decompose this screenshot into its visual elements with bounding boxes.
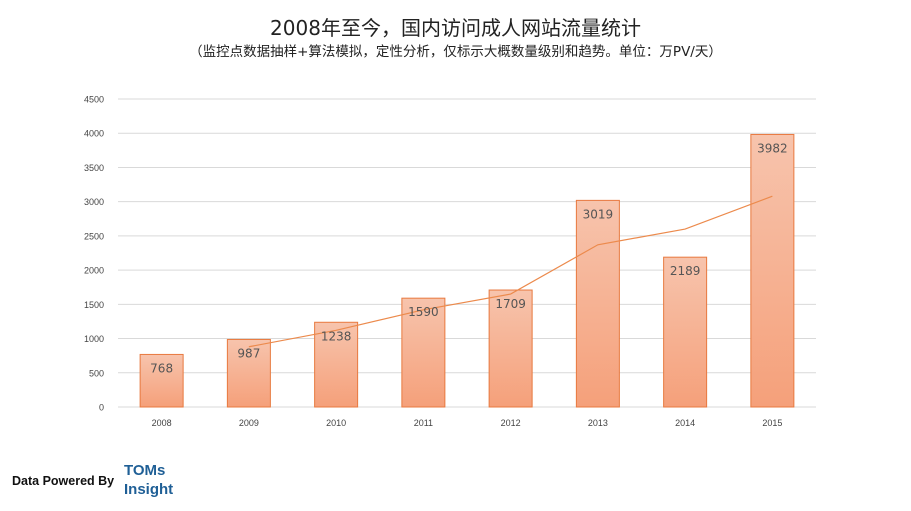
y-tick-label: 3500 [84, 163, 104, 173]
chart-subtitle: （监控点数据抽样+算法模拟，定性分析，仅标示大概数量级别和趋势。单位：万PV/天… [189, 44, 722, 60]
x-tick-label: 2014 [675, 418, 695, 428]
y-tick-label: 1000 [84, 334, 104, 344]
y-tick-label: 4000 [84, 129, 104, 139]
x-tick-labels: 2008 2009 2010 2011 2012 2013 2014 2015 [152, 418, 783, 428]
data-label: 3019 [583, 207, 614, 221]
data-label: 3982 [757, 141, 788, 155]
bar [750, 133, 795, 408]
x-tick-label: 2009 [239, 418, 259, 428]
data-label: 768 [150, 361, 173, 375]
y-tick-label: 2000 [84, 266, 104, 276]
grid-layer [118, 98, 816, 408]
y-tick-label: 2500 [84, 231, 104, 241]
y-tick-label: 1500 [84, 300, 104, 310]
powered-by-label: Data Powered By [12, 474, 115, 488]
x-tick-label: 2015 [762, 418, 782, 428]
y-tick-label: 0 [99, 403, 104, 413]
data-label: 987 [237, 346, 260, 360]
x-tick-label: 2012 [501, 418, 521, 428]
x-tick-label: 2011 [414, 418, 433, 428]
data-label: 1590 [408, 305, 439, 319]
bar [488, 289, 533, 408]
y-tick-label: 4500 [84, 95, 104, 105]
y-tick-label: 3000 [84, 197, 104, 207]
brand-line-2: Insight [124, 481, 174, 498]
bar-chart: 0 500 1000 1500 2000 2500 3000 3500 4000 4500 768… [84, 95, 816, 428]
brand-line-1: TOMs [124, 462, 166, 479]
y-tick-label: 500 [89, 368, 104, 378]
trendline [248, 195, 773, 348]
x-tick-label: 2008 [152, 418, 172, 428]
trendline-layer [248, 195, 773, 348]
y-tick-labels: 0 500 1000 1500 2000 2500 3000 3500 4000 4500 [84, 95, 104, 413]
bar [663, 256, 708, 408]
data-label: 1709 [495, 297, 526, 311]
bar [575, 199, 620, 408]
x-tick-label: 2010 [326, 418, 346, 428]
x-tick-label: 2013 [588, 418, 608, 428]
bar [139, 353, 184, 408]
data-label: 1238 [321, 329, 352, 343]
data-label: 2189 [670, 264, 701, 278]
bar [226, 338, 271, 408]
brand-logo: TOMs Insight [124, 461, 173, 499]
bars [139, 133, 795, 408]
chart-title: 2008年至今，国内访问成人网站流量统计 [270, 16, 641, 40]
bar [314, 321, 359, 408]
data-labels: 768 987 1238 1590 1709 3019 2189 3982 [150, 141, 787, 375]
bar [401, 297, 446, 408]
